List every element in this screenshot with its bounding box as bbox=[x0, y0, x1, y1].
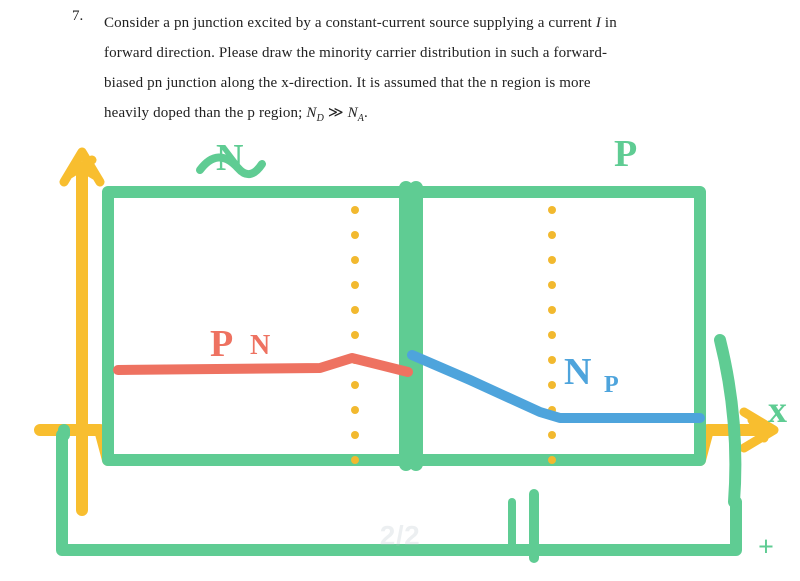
question-text: Consider a pn junction excited by a cons… bbox=[56, 8, 760, 129]
watermark: 2/2 bbox=[380, 520, 420, 552]
diagram-svg bbox=[0, 140, 800, 581]
q-gg: ≫ bbox=[324, 105, 348, 121]
q-line4end: . bbox=[364, 105, 368, 121]
q-line4a: heavily doped than the p region; bbox=[104, 105, 306, 121]
q-NA: N bbox=[348, 105, 358, 121]
q-ND-sub: D bbox=[317, 113, 324, 124]
q-ND: N bbox=[306, 105, 316, 121]
q-line1a: Consider a pn junction excited by a cons… bbox=[104, 15, 596, 31]
q-line3: biased pn junction along the x-direction… bbox=[104, 68, 760, 98]
q-line2: forward direction. Please draw the minor… bbox=[104, 38, 760, 68]
hand-drawn-diagram: 2/2 N P P N N P x + bbox=[0, 140, 800, 581]
q-line1b: in bbox=[601, 15, 617, 31]
